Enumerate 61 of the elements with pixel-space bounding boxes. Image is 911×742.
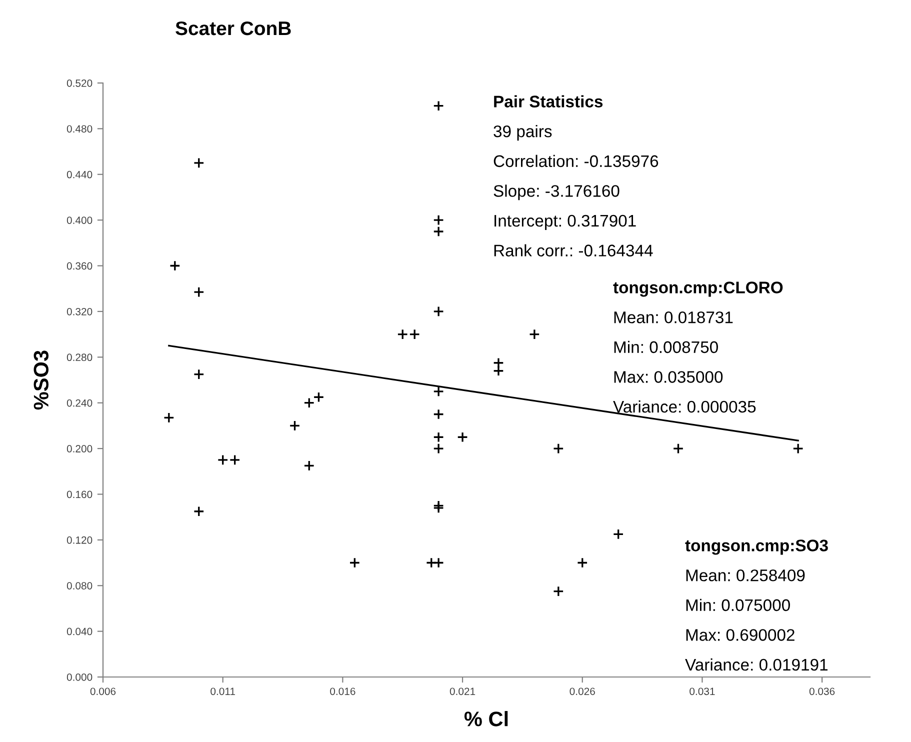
point: [193, 368, 204, 380]
point: [217, 454, 228, 466]
y-tick-label: 0.080: [66, 582, 92, 590]
x-axis-title: % Cl: [464, 711, 508, 726]
x-tick-label: 0.031: [690, 688, 715, 696]
y-tick-label: 0.200: [66, 445, 92, 452]
point: [552, 586, 564, 597]
point: [349, 557, 360, 568]
y-tick-label: 0.120: [66, 536, 92, 544]
x-tick-label: 0.021: [450, 688, 476, 696]
y-tick-label: 0.280: [66, 354, 92, 362]
point: [433, 408, 444, 420]
point: [426, 557, 437, 568]
y-tick-label: 0.360: [66, 262, 92, 270]
y-axis-title: %SO3: [34, 350, 49, 410]
point: [313, 392, 324, 403]
annotation: tongson.cmp:SO3 Mean: 0.258409 Min: 0.075000 Max: 0.690002 Variance: 0.019191: [685, 540, 828, 671]
point: [193, 506, 204, 517]
point: [304, 460, 315, 472]
y-tick-label: 0.400: [66, 216, 92, 224]
point: [433, 443, 444, 454]
point: [457, 432, 468, 443]
point: [433, 100, 444, 112]
x-tick-label: 0.036: [809, 688, 835, 696]
y-tick-label: 0.320: [66, 308, 92, 316]
point: [433, 432, 444, 443]
point: [528, 328, 540, 340]
point: [433, 557, 444, 568]
y-tick-label: 0.480: [66, 125, 92, 133]
point: [492, 357, 504, 368]
point: [289, 420, 300, 432]
point: [492, 365, 504, 376]
point: [612, 528, 624, 540]
annotation: tongson.cmp:CLORO Mean: 0.018731 Min: 0.008750 Max: 0.035000 Variance: 0.000035: [613, 282, 783, 413]
y-tick-label: 0.000: [66, 674, 92, 681]
x-tick-label: 0.016: [330, 688, 356, 696]
y-tick-label: 0.440: [66, 170, 92, 178]
annotation: Pair Statistics 39 pairs Correlation: -0.135976 Slope: -3.176160 Intercept: 0.317901 Rank corr.: -0.164344: [494, 95, 658, 256]
point: [229, 454, 240, 466]
point: [433, 214, 444, 226]
point: [304, 397, 315, 408]
point: [576, 557, 588, 568]
point: [552, 443, 564, 454]
point: [409, 328, 420, 340]
y-tick-label: 0.240: [66, 399, 92, 407]
x-tick-label: 0.006: [90, 688, 116, 696]
chart-title: Scater ConB: [176, 21, 291, 36]
point: [193, 157, 204, 168]
point: [169, 260, 180, 272]
y-tick-label: 0.520: [66, 80, 92, 87]
point: [163, 412, 174, 424]
point: [433, 386, 444, 397]
x-tick-label: 0.026: [570, 688, 595, 696]
point: [193, 286, 204, 298]
point: [433, 226, 444, 237]
x-tick-label: 0.011: [210, 688, 235, 696]
point: [433, 306, 444, 317]
point: [397, 328, 408, 340]
point: [672, 443, 684, 454]
y-tick-label: 0.040: [66, 628, 92, 636]
y-tick-label: 0.160: [66, 490, 92, 498]
